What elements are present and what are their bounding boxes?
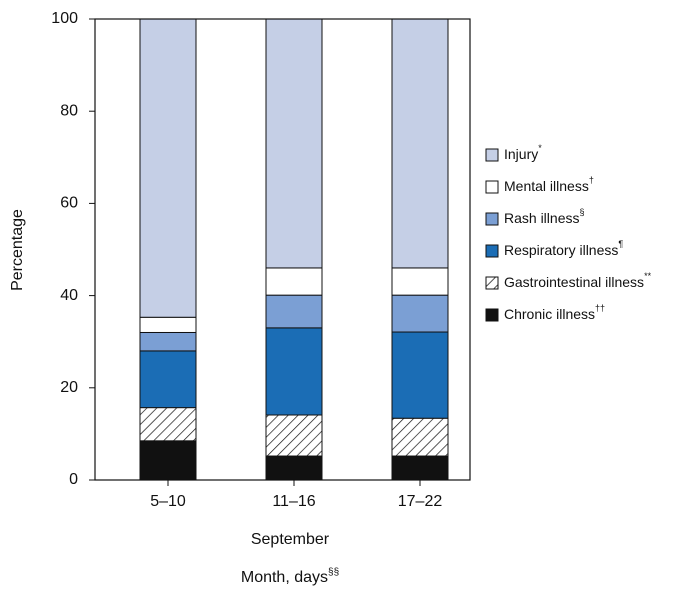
legend-swatch — [485, 148, 499, 162]
bar-segment — [265, 327, 323, 416]
bar-segment — [265, 455, 323, 481]
legend-swatch — [485, 308, 499, 322]
y-tick-label: 80 — [60, 102, 78, 119]
legend-label-mark: ¶ — [618, 239, 623, 249]
legend-swatch — [485, 180, 499, 194]
bar-segment — [139, 331, 197, 352]
bar-segment — [139, 407, 197, 442]
bar-segment — [139, 316, 197, 333]
legend-label: Respiratory illness¶ — [504, 239, 623, 257]
x-tick-label: 11–16 — [272, 493, 315, 510]
legend-label-mark: ** — [644, 271, 652, 281]
y-tick-label: 60 — [60, 195, 78, 212]
x-axis-label-text: Month, days — [241, 569, 328, 586]
legend-label-text: Chronic illness — [504, 306, 595, 322]
legend-swatch — [485, 212, 499, 226]
legend-label: Rash illness§ — [504, 207, 585, 225]
bar-segment — [391, 331, 449, 419]
bar-segment — [139, 350, 197, 409]
legend-label: Gastrointestinal illness** — [504, 271, 652, 289]
bar-segment — [265, 294, 323, 329]
x-group-label: September — [251, 531, 330, 548]
bar-segment — [391, 18, 449, 269]
bar-segment — [265, 414, 323, 457]
bar-segment — [139, 440, 197, 481]
x-axis-label-mark: §§ — [328, 567, 339, 578]
legend-label-text: Injury — [504, 146, 538, 162]
legend-label-text: Rash illness — [504, 210, 579, 226]
bar-segment — [391, 294, 449, 333]
y-tick-label: 100 — [51, 10, 78, 27]
legend-label-mark: * — [538, 143, 542, 153]
y-tick-label: 40 — [60, 287, 78, 304]
legend-swatch — [485, 244, 499, 258]
bar-segment — [391, 455, 449, 481]
bar-segment — [265, 267, 323, 296]
bar-segment — [139, 18, 197, 318]
legend-label: Injury* — [504, 143, 542, 161]
bar-segment — [265, 18, 323, 269]
y-axis-label: Percentage — [9, 209, 26, 291]
y-tick-label: 20 — [60, 379, 78, 396]
legend-label-text: Mental illness — [504, 178, 589, 194]
legend-label-mark: †† — [595, 303, 605, 313]
x-tick-label: 5–10 — [150, 493, 186, 510]
x-tick-label: 17–22 — [398, 493, 443, 510]
plot-frame — [94, 18, 471, 481]
legend-label: Chronic illness†† — [504, 303, 605, 321]
legend-label-text: Gastrointestinal illness — [504, 274, 644, 290]
bar-segment — [391, 267, 449, 296]
legend-label-mark: † — [589, 175, 594, 185]
legend-label: Mental illness† — [504, 175, 594, 193]
legend-swatch — [485, 276, 499, 290]
x-axis-label: Month, days§§ — [241, 567, 339, 587]
legend-label-mark: § — [579, 207, 584, 217]
y-tick-label: 0 — [69, 471, 78, 488]
legend-label-text: Respiratory illness — [504, 242, 618, 258]
bar-segment — [391, 417, 449, 457]
